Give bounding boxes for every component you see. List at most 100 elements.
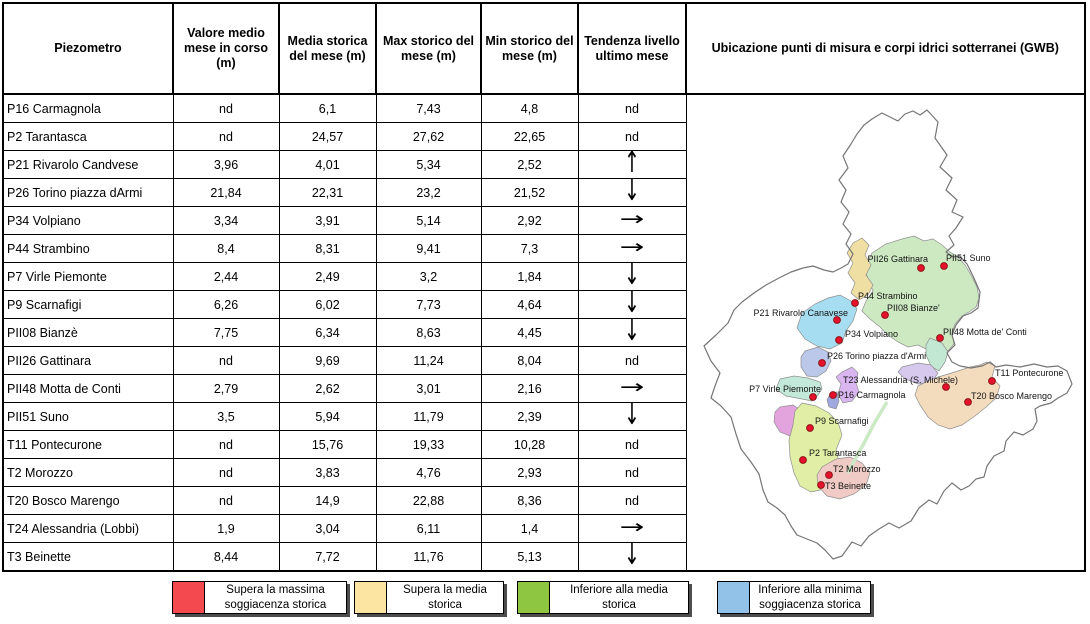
cell-valore-medio: 8,44 <box>172 542 280 572</box>
trend-down-arrow-icon: ↓ <box>624 537 640 572</box>
cell-tendenza: nd <box>577 458 687 487</box>
cell-min-storico: 2,39 <box>480 402 579 431</box>
table-row: PII48 Motta de Conti 2,79 2,62 3,01 2,16 → <box>2 374 1085 403</box>
cell-piezometro-name: P9 Scarnafigi <box>2 290 174 319</box>
cell-valore-medio: 3,96 <box>172 150 280 179</box>
measure-point-icon <box>935 334 944 342</box>
cell-valore-medio: nd <box>172 93 280 123</box>
legend-label: Inferiore alla minima soggiacenza storic… <box>758 584 862 611</box>
measure-point-icon <box>828 391 837 399</box>
map-cell: PII26 Gattinara PII51 Suno P44 Strambino P2… <box>685 93 1085 572</box>
gwb-region-carmagnola-purple <box>835 366 859 404</box>
cell-piezometro-name: T24 Alessandria (Lobbi) <box>2 514 174 543</box>
cell-media-storica: 5,94 <box>278 402 377 431</box>
measure-point-label: PII08 Bianze' <box>887 303 940 313</box>
measure-point-icon <box>916 264 925 272</box>
cell-min-storico: 8,04 <box>480 346 579 375</box>
cell-tendenza: ↓ <box>577 397 687 432</box>
measure-point-icon <box>816 481 825 489</box>
cell-piezometro-name: P34 Volpiano <box>2 206 174 235</box>
measure-point-label: T23 Alessandria (S. Michele) <box>842 375 957 385</box>
legend-label: Supera la media storica <box>403 584 487 611</box>
table-row: T24 Alessandria (Lobbi) 1,9 3,04 6,11 1,4 → <box>2 514 1085 543</box>
cell-max-storico: 9,41 <box>375 234 482 263</box>
legend-label: Inferiore alla media storica <box>570 584 668 611</box>
trend-right-arrow-icon: → <box>619 515 645 538</box>
measure-point-label: PII26 Gattinara <box>867 254 928 264</box>
cell-max-storico: 11,79 <box>375 402 482 431</box>
river-strip <box>845 401 889 474</box>
col-header-max-storico: Max storico del mese (m) <box>375 2 482 95</box>
measure-point-label: T2 Morozzo <box>833 464 881 474</box>
cell-piezometro-name: P16 Carmagnola <box>2 93 174 123</box>
cell-media-storica: 24,57 <box>278 122 377 151</box>
piedmont-outline <box>702 109 1073 560</box>
measure-point-label: P21 Rivarolo Canavese <box>753 308 848 318</box>
col-header-tendenza: Tendenza livello ultimo mese <box>577 2 687 95</box>
trend-up-arrow-icon: ↑ <box>624 145 640 180</box>
cell-min-storico: 8,36 <box>480 486 579 515</box>
cell-tendenza: ↓ <box>577 537 687 572</box>
table-row: P26 Torino piazza dArmi 21,84 22,31 23,2 21,… <box>2 176 1085 207</box>
legend-label: Supera la massima soggiacenza storica <box>224 584 327 611</box>
trend-down-arrow-icon: ↓ <box>624 397 640 432</box>
legend-item: Supera la media storica <box>354 581 504 614</box>
cell-max-storico: 23,2 <box>375 178 482 207</box>
cell-media-storica: 6,02 <box>278 290 377 319</box>
cell-media-storica: 7,72 <box>278 542 377 572</box>
cell-piezometro-name: PII51 Suno <box>2 402 174 431</box>
cell-tendenza: → <box>577 234 687 263</box>
cell-media-storica: 15,76 <box>278 430 377 459</box>
cell-piezometro-name: P2 Tarantasca <box>2 122 174 151</box>
cell-media-storica: 8,31 <box>278 234 377 263</box>
cell-media-storica: 4,01 <box>278 150 377 179</box>
trend-right-arrow-icon: → <box>619 375 645 398</box>
cell-min-storico: 4,45 <box>480 318 579 347</box>
cell-media-storica: 6,1 <box>278 93 377 123</box>
legend: Supera la massima soggiacenza storica Sup… <box>172 581 871 614</box>
measure-point-icon <box>939 262 948 270</box>
cell-piezometro-name: PII08 Bianzè <box>2 318 174 347</box>
measure-point-label: P7 Virle Piemonte <box>749 384 821 394</box>
measure-point-label: P9 Scarnafigi <box>815 416 869 426</box>
measure-point-label: P16 Carmagnola <box>838 390 906 400</box>
cell-media-storica: 3,83 <box>278 458 377 487</box>
cell-valore-medio: 2,44 <box>172 262 280 291</box>
table-row: P16 Carmagnola nd 6,1 7,43 4,8 nd PII26 Gattin… <box>2 93 1085 572</box>
gwb-region-rivarolo-blue <box>796 294 857 350</box>
cell-media-storica: 3,04 <box>278 514 377 543</box>
measure-point-icon <box>834 336 843 344</box>
table-row: T3 Beinette 8,44 7,72 11,76 5,13 ↓ <box>2 537 1085 572</box>
measure-point-label: T20 Bosco Marengo <box>971 391 1052 401</box>
cell-piezometro-name: P7 Virle Piemonte <box>2 262 174 291</box>
cell-min-storico: 2,16 <box>480 374 579 403</box>
cell-piezometro-name: T20 Bosco Marengo <box>2 486 174 515</box>
measure-point-label: P34 Volpiano <box>845 329 898 339</box>
table-row: P9 Scarnafigi 6,26 6,02 7,73 4,64 ↓ <box>2 285 1085 320</box>
cell-max-storico: 5,34 <box>375 150 482 179</box>
cell-valore-medio: 2,79 <box>172 374 280 403</box>
map-header: Ubicazione punti di misura e corpi idric… <box>685 2 1086 95</box>
measure-point-icon <box>987 377 996 385</box>
cell-min-storico: 1,4 <box>480 514 579 543</box>
cell-piezometro-name: PII48 Motta de Conti <box>2 374 174 403</box>
cell-media-storica: 2,62 <box>278 374 377 403</box>
legend-color-swatch <box>718 582 750 613</box>
legend-color-swatch <box>518 582 550 613</box>
cell-min-storico: 1,84 <box>480 262 579 291</box>
cell-valore-medio: 1,9 <box>172 514 280 543</box>
col-header-min-storico: Min storico del mese (m) <box>480 2 579 95</box>
cell-min-storico: 2,93 <box>480 458 579 487</box>
cell-tendenza: ↓ <box>577 176 687 207</box>
trend-down-arrow-icon: ↓ <box>624 285 640 320</box>
cell-valore-medio: 21,84 <box>172 178 280 207</box>
measure-point-icon <box>832 316 841 324</box>
trend-down-arrow-icon: ↓ <box>624 313 640 348</box>
measure-point-icon <box>824 471 833 479</box>
gwb-region-novara-vercelli-green <box>861 235 979 353</box>
cell-piezometro-name: T3 Beinette <box>2 542 174 572</box>
cell-tendenza: nd <box>577 486 687 515</box>
cell-max-storico: 19,33 <box>375 430 482 459</box>
cell-tendenza: ↓ <box>577 260 687 291</box>
